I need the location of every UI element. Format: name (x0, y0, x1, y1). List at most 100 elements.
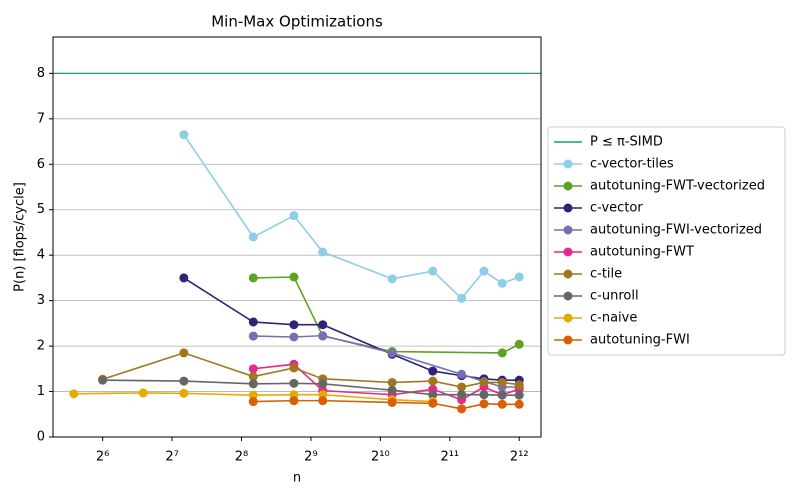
data-point (318, 396, 328, 406)
legend-marker (563, 247, 573, 257)
series-line (102, 352, 520, 388)
data-point (289, 363, 299, 373)
data-point (428, 266, 438, 276)
y-tick-label: 3 (37, 293, 45, 308)
legend-marker (563, 159, 573, 169)
data-point (318, 331, 328, 341)
data-point (69, 389, 79, 399)
data-point (479, 390, 489, 400)
data-point (248, 379, 258, 389)
y-tick-label: 2 (37, 339, 45, 354)
legend-label: autotuning-FWT (590, 245, 694, 260)
legend-label: c-tile (590, 267, 622, 282)
legend-label: autotuning-FWT-vectorized (590, 179, 765, 194)
data-point (387, 377, 397, 387)
data-point (138, 388, 148, 398)
legend-marker (563, 203, 573, 213)
y-tick-label: 5 (37, 202, 45, 217)
data-point (514, 399, 524, 409)
data-point (514, 380, 524, 390)
data-point (428, 366, 438, 376)
data-point (428, 376, 438, 386)
legend-marker (563, 313, 573, 323)
data-point (318, 320, 328, 330)
data-point (179, 130, 189, 140)
y-tick-label: 0 (37, 430, 45, 445)
data-point (387, 385, 397, 395)
data-point (479, 266, 489, 276)
y-tick-label: 6 (37, 157, 45, 172)
series-line (183, 134, 520, 300)
legend-box (547, 126, 786, 356)
data-point (457, 369, 467, 379)
data-point (289, 332, 299, 342)
series-line (253, 276, 520, 354)
data-point (248, 232, 258, 242)
legend-label: c-unroll (590, 289, 639, 304)
data-point (457, 404, 467, 414)
data-point (289, 211, 299, 221)
data-point (457, 293, 467, 303)
data-point (479, 377, 489, 387)
data-point (387, 274, 397, 284)
data-point (289, 396, 299, 406)
data-point (497, 348, 507, 358)
data-point (497, 278, 507, 288)
data-point (457, 390, 467, 400)
legend-label: autotuning-FWI-vectorized (590, 223, 762, 238)
data-point (248, 331, 258, 341)
data-point (387, 348, 397, 358)
data-point (289, 378, 299, 388)
y-tick-label: 1 (37, 384, 45, 399)
legend-marker (563, 225, 573, 235)
plot-frame (52, 36, 542, 438)
data-point (514, 339, 524, 349)
data-point (387, 397, 397, 407)
legend-label: autotuning-FWI (590, 333, 690, 348)
data-point (318, 379, 328, 389)
y-tick-label: 4 (37, 248, 45, 263)
data-point (179, 273, 189, 283)
data-point (497, 390, 507, 400)
data-point (248, 317, 258, 327)
legend-label: c-vector-tiles (590, 157, 674, 172)
y-tick-label: 8 (37, 66, 45, 81)
x-tick-label: 2⁸ (235, 450, 248, 465)
data-point (514, 390, 524, 400)
legend-label: P ≤ π-SIMD (590, 135, 663, 150)
y-tick-label: 7 (37, 111, 45, 126)
data-point (289, 272, 299, 282)
legend-label: c-vector (590, 201, 643, 216)
data-point (179, 376, 189, 386)
data-point (457, 382, 467, 392)
x-tick-label: 2⁷ (165, 450, 178, 465)
legend-marker (563, 335, 573, 345)
x-tick-label: 2⁶ (96, 450, 109, 465)
data-point (497, 377, 507, 387)
x-tick-label: 2¹¹ (440, 450, 459, 465)
data-point (318, 247, 328, 257)
data-point (428, 390, 438, 400)
data-point (248, 364, 258, 374)
legend-marker (563, 291, 573, 301)
data-point (248, 273, 258, 283)
data-point (248, 390, 258, 400)
data-point (248, 372, 258, 382)
legend-label: c-naive (590, 311, 637, 326)
data-point (179, 348, 189, 358)
legend-marker (563, 269, 573, 279)
data-point (497, 399, 507, 409)
data-point (248, 397, 258, 407)
x-tick-label: 2¹² (510, 450, 529, 465)
data-point (514, 272, 524, 282)
chart-title: Min-Max Optimizations (211, 13, 383, 31)
data-point (428, 398, 438, 408)
data-point (289, 320, 299, 330)
y-axis-label: P(n) [flops/cycle] (13, 182, 28, 292)
x-axis-label: n (293, 471, 301, 486)
legend-marker (563, 181, 573, 191)
data-point (479, 399, 489, 409)
data-point (98, 375, 108, 385)
series-line (73, 392, 433, 403)
